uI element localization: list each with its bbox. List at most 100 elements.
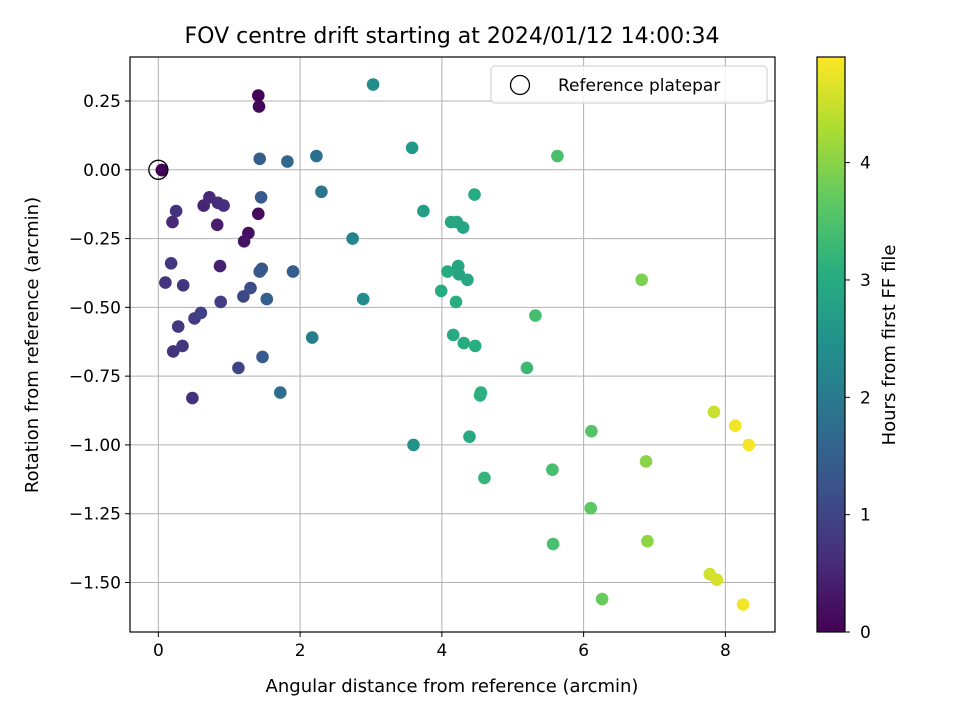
data-point (274, 386, 287, 399)
data-point (286, 265, 300, 278)
data-point (159, 276, 172, 289)
colorbar: 0 1 2 3 4 Hours from first FF file (816, 56, 900, 643)
data-point (194, 306, 208, 320)
data-point (253, 152, 266, 166)
plot-area (130, 57, 775, 632)
data-point (520, 361, 534, 375)
data-point (641, 534, 654, 548)
data-point (449, 295, 463, 309)
colorbar-tick-label: 0 (860, 623, 871, 643)
data-point (176, 279, 190, 292)
data-point (407, 438, 420, 452)
data-point (166, 345, 180, 358)
data-point (461, 273, 474, 287)
data-point (251, 89, 265, 102)
data-point (742, 438, 756, 452)
data-point (584, 501, 597, 515)
data-point (237, 235, 251, 248)
x-tick-label: 8 (720, 641, 731, 661)
data-point (252, 100, 266, 113)
colorbar-frame (816, 56, 846, 633)
data-point (456, 221, 470, 234)
data-point (434, 284, 448, 298)
data-point (446, 328, 460, 342)
grid-lines (130, 57, 775, 632)
data-point (546, 463, 559, 477)
data-point (639, 455, 653, 468)
colorbar-tick-label: 3 (860, 271, 871, 291)
legend-marker (509, 74, 531, 96)
y-tick-label: −1.25 (69, 505, 121, 525)
data-point (315, 185, 328, 199)
data-point (457, 336, 471, 350)
data-point (478, 471, 491, 485)
x-axis-ticks: 0 2 4 6 8 (153, 632, 731, 661)
data-point (729, 419, 742, 433)
data-point (244, 281, 257, 295)
data-point (310, 149, 323, 163)
colorbar-label: Hours from first FF file (879, 245, 900, 446)
x-tick-label: 6 (578, 641, 589, 661)
data-point (463, 430, 476, 444)
data-points (148, 78, 756, 611)
data-point (281, 155, 294, 168)
data-point (253, 265, 266, 278)
y-tick-label: −0.75 (69, 367, 121, 387)
data-point (546, 537, 560, 551)
data-point (213, 259, 227, 273)
data-point (155, 163, 169, 177)
data-point (366, 78, 380, 91)
y-tick-label: −1.00 (69, 436, 121, 456)
data-point (166, 215, 179, 229)
data-point (256, 350, 269, 364)
data-point (468, 339, 482, 353)
data-point (260, 292, 274, 306)
colorbar-gradient (817, 57, 845, 632)
x-tick-label: 0 (153, 641, 164, 661)
data-point (254, 191, 268, 204)
colorbar-tick-label: 1 (860, 506, 871, 526)
colorbar-tick-label: 2 (860, 388, 871, 408)
data-point (529, 309, 542, 322)
data-point (707, 405, 721, 419)
data-point (210, 218, 224, 232)
y-axis-label: Rotation from reference (arcmin) (22, 197, 43, 493)
chart-title: FOV centre drift starting at 2024/01/12 … (185, 24, 720, 49)
reference-platepar-point (148, 159, 169, 180)
data-point (214, 295, 227, 309)
colorbar-tick-label: 4 (860, 154, 871, 174)
y-tick-label: −0.50 (69, 298, 121, 318)
data-point (217, 199, 230, 212)
data-point (169, 204, 183, 218)
y-tick-label: 0.00 (83, 161, 121, 181)
data-point (346, 232, 359, 245)
y-tick-label: 0.25 (83, 92, 121, 112)
data-point (585, 424, 598, 438)
data-point (251, 207, 265, 221)
data-point (635, 273, 648, 287)
data-point (441, 265, 454, 278)
data-point (473, 389, 487, 402)
data-point (405, 141, 419, 155)
x-axis-label: Angular distance from reference (arcmin) (266, 676, 639, 697)
data-point (417, 204, 430, 218)
data-point (710, 573, 724, 586)
data-point (305, 331, 319, 344)
y-tick-label: −0.25 (69, 230, 121, 250)
data-point (736, 598, 750, 611)
data-point (356, 292, 370, 306)
data-point (232, 361, 245, 375)
legend-entry-label: Reference platepar (558, 76, 720, 96)
x-tick-label: 2 (295, 641, 306, 661)
x-tick-label: 4 (436, 641, 447, 661)
data-point (551, 149, 564, 163)
data-point (171, 320, 185, 333)
data-point (186, 391, 199, 405)
y-tick-label: −1.50 (69, 573, 121, 593)
data-point (176, 339, 189, 353)
legend: Reference platepar (490, 65, 768, 104)
data-point (468, 188, 481, 201)
plot-frame (129, 56, 776, 633)
data-point (595, 592, 609, 606)
